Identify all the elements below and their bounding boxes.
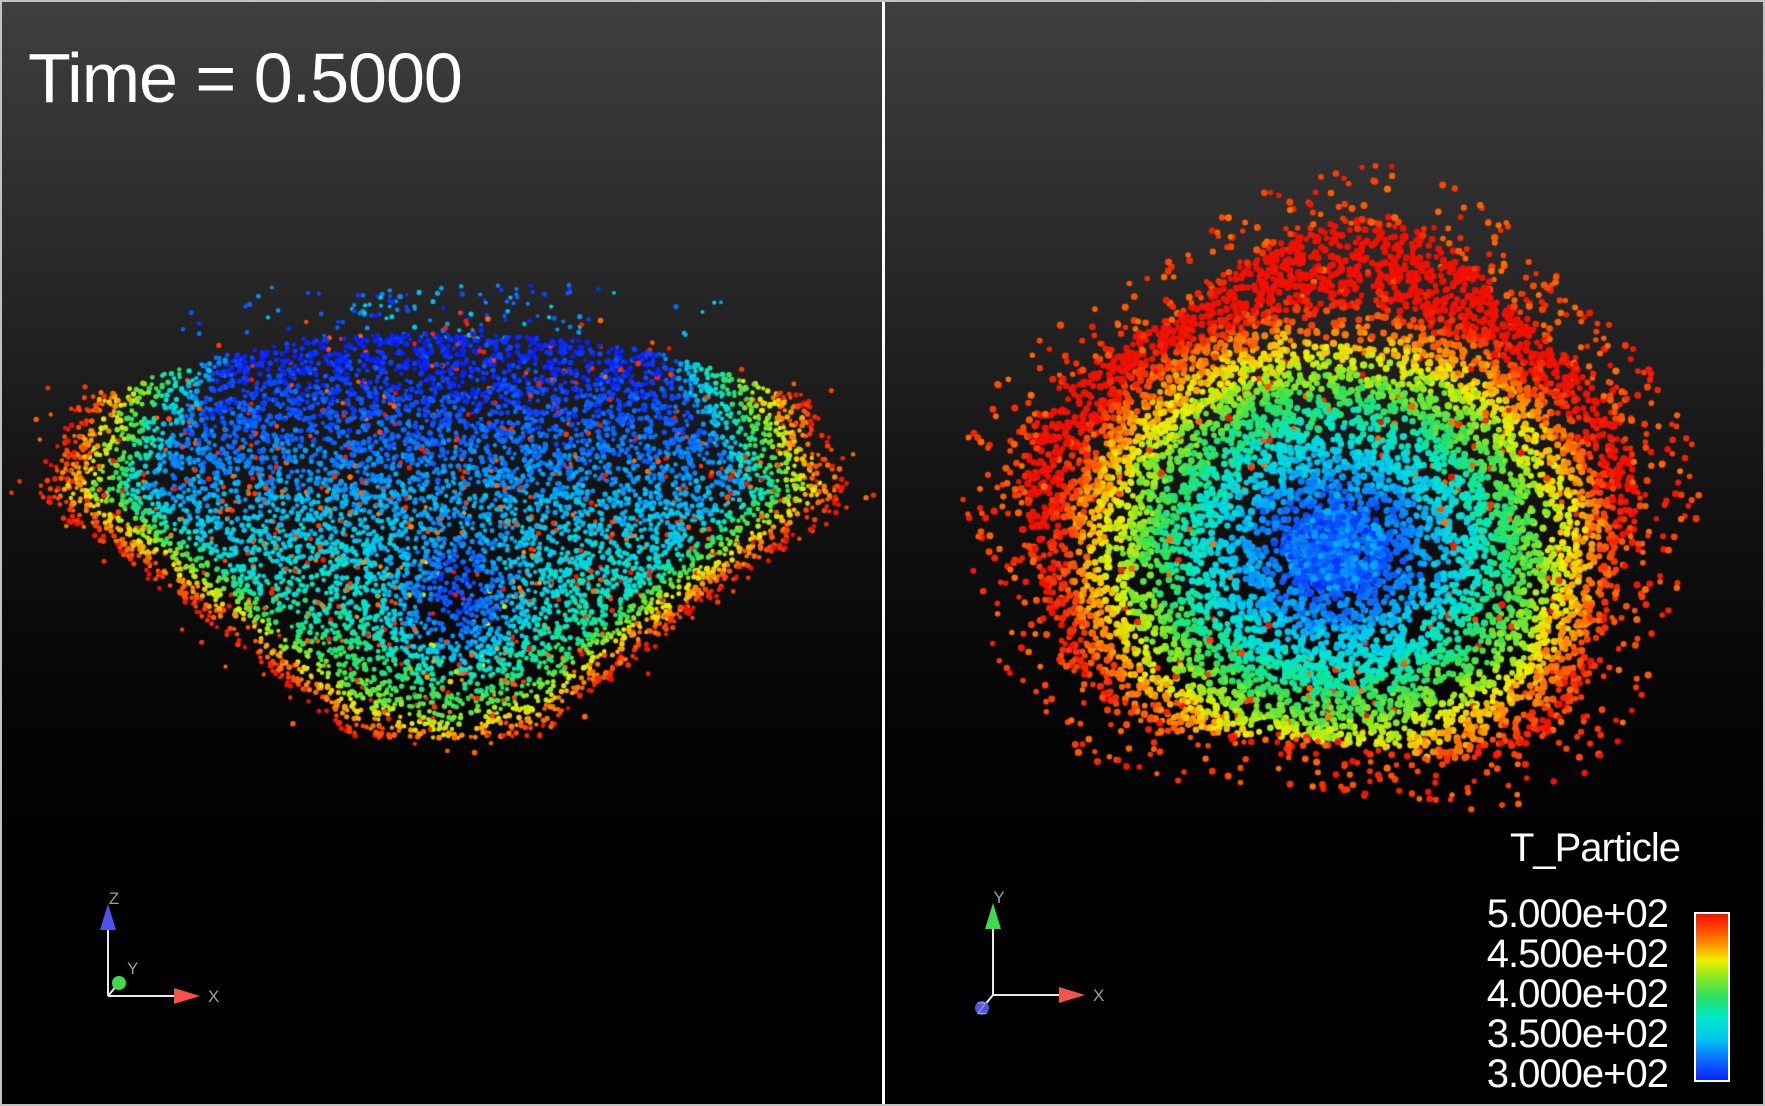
right-axis-label: X <box>208 987 219 1006</box>
up-axis-arrowhead <box>100 904 116 930</box>
right-axis-arrowhead <box>174 988 200 1004</box>
up-axis-label: Y <box>993 891 1004 907</box>
colorbar <box>1694 912 1730 1082</box>
legend-tick: 5.000e+02 <box>1486 892 1669 936</box>
viewport-divider <box>882 2 885 1104</box>
legend-tick: 4.500e+02 <box>1486 932 1669 976</box>
up-axis-arrowhead <box>985 903 1001 929</box>
time-annotation: Time = 0.5000 <box>28 39 463 117</box>
particle-cloud-top-view[interactable] <box>885 2 1763 1104</box>
color-legend: T_Particle 5.000e+02 4.500e+02 4.000e+02… <box>1487 826 1730 1094</box>
right-axis-label: X <box>1093 986 1104 1005</box>
right-axis-arrowhead <box>1059 987 1085 1003</box>
depth-axis-dot <box>975 1001 989 1015</box>
depth-axis-dot <box>112 976 126 990</box>
depth-axis-label: Y <box>127 959 138 978</box>
particle-cloud-side-view[interactable] <box>2 2 882 1104</box>
legend-tick: 4.000e+02 <box>1486 972 1669 1016</box>
legend-tick-labels: 5.000e+02 4.500e+02 4.000e+02 3.500e+02 … <box>1487 894 1694 1094</box>
legend-title: T_Particle <box>1509 826 1681 870</box>
viewport-top-view: Y X Z T_Particle 5.000e+02 4.500e+02 4.0… <box>885 2 1763 1104</box>
up-axis-label: Z <box>109 892 119 908</box>
viewport-side-view: Time = 0.5000 Z X Y <box>2 2 882 1104</box>
orientation-axes-left: Z X Y <box>100 892 219 1006</box>
legend-tick: 3.000e+02 <box>1486 1052 1669 1096</box>
legend-tick: 3.500e+02 <box>1486 1012 1669 1056</box>
orientation-axes-right: Y X Z <box>975 891 1104 1018</box>
depth-axis-label: Z <box>977 999 987 1018</box>
